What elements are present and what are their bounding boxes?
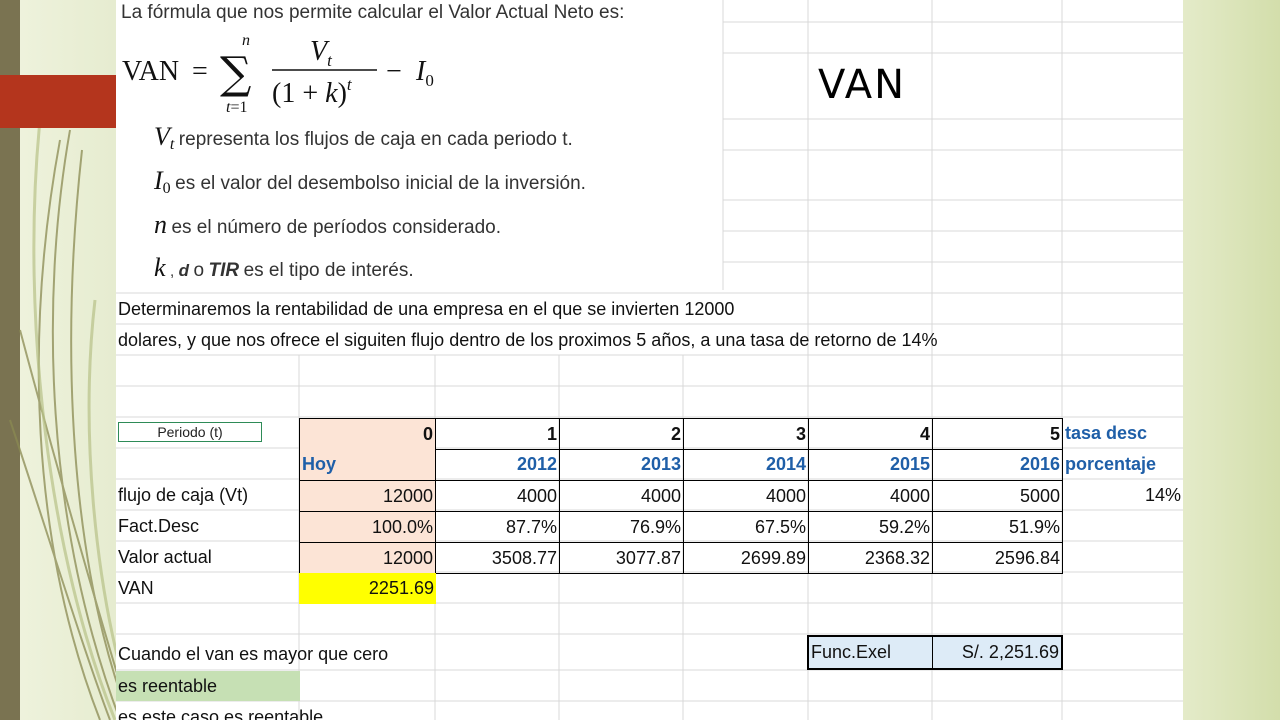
definition-vt: Vt representa los flujos de caja en cada… — [154, 122, 573, 154]
factdesc-cell: 76.9% — [559, 511, 684, 543]
conclusion-line-3: es este caso es reentable — [118, 707, 324, 720]
year-2013: 2013 — [559, 449, 684, 481]
flujo-cell: 12000 — [299, 480, 436, 512]
definition-k: k , d o TIR es el tipo de interés. — [154, 253, 414, 282]
spreadsheet: La fórmula que nos permite calcular el V… — [116, 0, 1183, 720]
red-accent-bar — [0, 75, 116, 128]
period-2: 2 — [559, 418, 684, 450]
numerator: Vt — [310, 36, 333, 70]
van-value-cell: 2251.69 — [299, 573, 436, 604]
year-2014: 2014 — [683, 449, 809, 481]
flujo-cell: 4000 — [683, 480, 809, 512]
flujo-cell: 5000 — [932, 480, 1063, 512]
rentable-cell: es reentable — [116, 671, 300, 701]
row-label-flujo: flujo de caja (Vt) — [118, 485, 249, 505]
definition-n: n es el número de períodos considerado. — [154, 210, 501, 239]
period-0: 0 — [299, 418, 436, 450]
factdesc-cell: 59.2% — [808, 511, 933, 543]
func-exel-label: Func.Exel — [809, 637, 933, 668]
valor-actual-cell: 12000 — [299, 542, 436, 574]
rate-value: 14% — [1144, 485, 1181, 505]
sum-upper-limit: n — [242, 32, 250, 49]
initial-investment: I0 — [415, 56, 434, 90]
formula-lhs: VAN — [122, 56, 179, 87]
right-decor-panel — [1183, 0, 1280, 720]
row-label-factdesc: Fact.Desc — [118, 516, 200, 536]
flujo-cell: 4000 — [435, 480, 560, 512]
period-label-box: Periodo (t) — [118, 422, 262, 442]
van-label: VAN — [118, 578, 154, 598]
year-2016: 2016 — [932, 449, 1063, 481]
period-4: 4 — [808, 418, 933, 450]
decorative-curves — [9, 119, 129, 720]
valor-actual-cell: 2368.32 — [808, 542, 933, 574]
description-line-1: Determinaremos la rentabilidad de una em… — [118, 299, 735, 319]
factdesc-cell: 100.0% — [299, 511, 436, 543]
func-exel-box — [807, 635, 1063, 670]
slide-title: VAN — [818, 62, 907, 108]
tasa-desc-label: tasa desc — [1065, 423, 1148, 443]
func-exel-value: S/. 2,251.69 — [961, 642, 1059, 662]
equals-symbol: = — [192, 56, 208, 87]
period-1: 1 — [435, 418, 560, 450]
sheet-gridlines — [116, 0, 1183, 720]
year-2015: 2015 — [808, 449, 933, 481]
year-2012: 2012 — [435, 449, 560, 481]
year-hoy: Hoy — [299, 449, 436, 481]
formula-intro: La fórmula que nos permite calcular el V… — [121, 2, 625, 23]
sum-lower-limit: t=1 — [226, 99, 247, 116]
sum-symbol: ∑ — [220, 48, 251, 99]
description-line-2: dolares, y que nos ofrece el siguiten fl… — [118, 330, 938, 350]
factdesc-cell: 87.7% — [435, 511, 560, 543]
valor-actual-cell: 3508.77 — [435, 542, 560, 574]
factdesc-cell: 51.9% — [932, 511, 1063, 543]
period-5: 5 — [932, 418, 1063, 450]
definition-i0: I0 es el valor del desembolso inicial de… — [154, 166, 586, 198]
valor-actual-cell: 2699.89 — [683, 542, 809, 574]
factdesc-cell: 67.5% — [683, 511, 809, 543]
van-formula: VAN = n ∑ t=1 Vt (1 + k)t − I0 — [122, 32, 434, 116]
denominator: (1 + k)t — [272, 75, 353, 109]
left-decor-strip — [0, 0, 20, 720]
flujo-cell: 4000 — [559, 480, 684, 512]
conclusion-line-1: Cuando el van es mayor que cero — [118, 644, 389, 664]
minus-symbol: − — [386, 56, 402, 87]
porcentaje-label: porcentaje — [1065, 454, 1157, 474]
valor-actual-cell: 2596.84 — [932, 542, 1063, 574]
flujo-cell: 4000 — [808, 480, 933, 512]
valor-actual-cell: 3077.87 — [559, 542, 684, 574]
period-3: 3 — [683, 418, 809, 450]
row-label-valor-actual: Valor actual — [118, 547, 212, 567]
